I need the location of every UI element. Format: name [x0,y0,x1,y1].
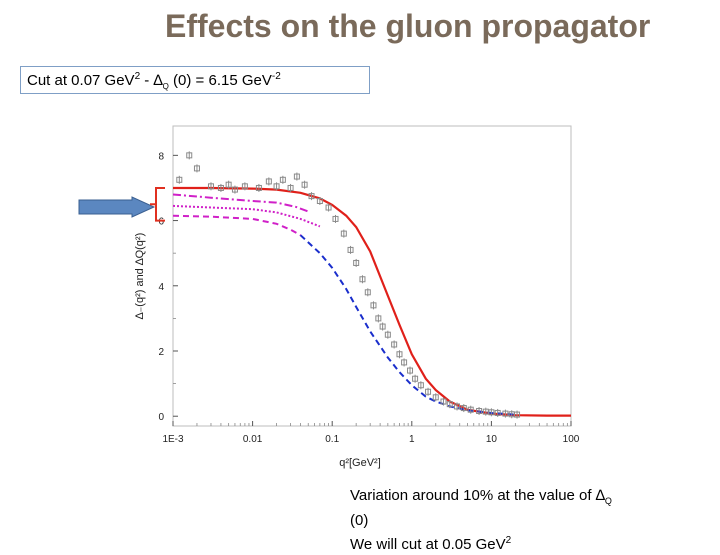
data-point [255,184,262,191]
slide-title: Effects on the gluon propagator [165,8,651,44]
cut-box-value-sup: -2 [271,71,281,82]
data-point [279,176,286,183]
y-tick-label: 6 [158,217,164,228]
data-point [476,408,483,414]
cut-box-mid: - ∆ [140,72,163,89]
data-point [265,178,272,185]
data-point [364,289,371,296]
y-tick-label: 8 [158,151,164,162]
y-tick-label: 0 [158,412,164,423]
gluon-propagator-chart: 1E-3 0.01 0.1 1 10 100 0 2 4 6 8 q²[GeV²] ∆₋(q²) and… [134,125,580,469]
data-point [412,375,419,382]
data-point [287,184,294,191]
data-point [316,198,323,204]
data-point [231,186,238,193]
note-line-2: (0) [350,512,369,529]
note-line-1: Variation around 10% at the value of ∆Q [350,486,710,511]
data-point [391,341,398,348]
data-point [207,183,214,190]
note-line-1-text: Variation around 10% at the value of ∆ [350,487,605,504]
y-tick-label: 4 [158,282,164,293]
data-point [407,367,414,374]
data-point [460,405,467,412]
data-point [193,165,200,172]
series-line-dashed-4 [299,234,516,416]
data-point [494,409,501,416]
data-point [432,394,439,401]
data-point [396,351,403,358]
x-tick-label: 1E-3 [162,434,184,445]
bracket-marker [150,186,165,222]
data-point [301,181,308,188]
data-point [502,410,509,417]
y-tick-label: 2 [158,347,164,358]
cut-box-prefix-sup: 2 [134,71,141,82]
data-point [359,276,366,283]
plot-frame [172,125,572,427]
note-line-3-text: We will cut at 0.05 GeV [350,536,506,553]
data-point [514,411,521,418]
data-point [217,184,224,191]
data-point [454,403,461,410]
data-point [176,176,183,183]
data-point [186,152,193,159]
series-line-dashed-3 [172,214,301,237]
data-point [446,401,453,408]
data-point [325,204,332,211]
data-point [332,215,339,222]
data-point [417,382,424,389]
series-line-solid-0 [173,186,571,417]
x-tick-label: 0.1 [325,434,339,445]
x-tick-label: 10 [486,434,498,445]
data-point [467,406,474,413]
cut-box-value: (0) = 6.15 GeV [168,72,272,89]
variation-note: Variation around 10% at the value of ∆Q … [350,486,710,555]
data-point [488,409,495,416]
x-tick-label: 1 [409,434,415,445]
cut-value-box: Cut at 0.07 GeV2 - ∆Q (0) = 6.15 GeV-2 [20,66,370,94]
data-point [225,181,232,188]
data-point [401,359,408,366]
y-axis-label: ∆₋(q²) and ∆Q(q²) [134,233,146,320]
series-line-dashdot-1 [172,193,309,213]
data-point [273,183,280,190]
x-tick-label: 0.01 [243,434,263,445]
data-point [440,398,447,405]
data-point [375,315,382,322]
data-point [353,259,360,266]
x-tick-label: 100 [563,434,580,445]
data-point [241,183,248,190]
note-line-3-sup: 2 [505,535,512,546]
data-point [347,246,354,253]
series-line-dotted-2 [172,204,321,228]
data-point [308,193,315,200]
data-point [384,331,391,338]
data-point [425,388,432,395]
cut-box-mid-sub: Q [162,82,169,91]
data-point [293,173,300,180]
data-point [340,230,347,237]
data-point [379,323,386,330]
data-point [370,302,377,309]
note-line-1-sub: Q [604,496,612,506]
right-arrow-icon [78,196,156,218]
note-line-3: We will cut at 0.05 GeV2 [350,531,710,555]
data-point [482,408,489,415]
cut-box-prefix: Cut at 0.07 GeV [27,72,135,89]
x-axis-label: q²[GeV²] [339,457,381,469]
